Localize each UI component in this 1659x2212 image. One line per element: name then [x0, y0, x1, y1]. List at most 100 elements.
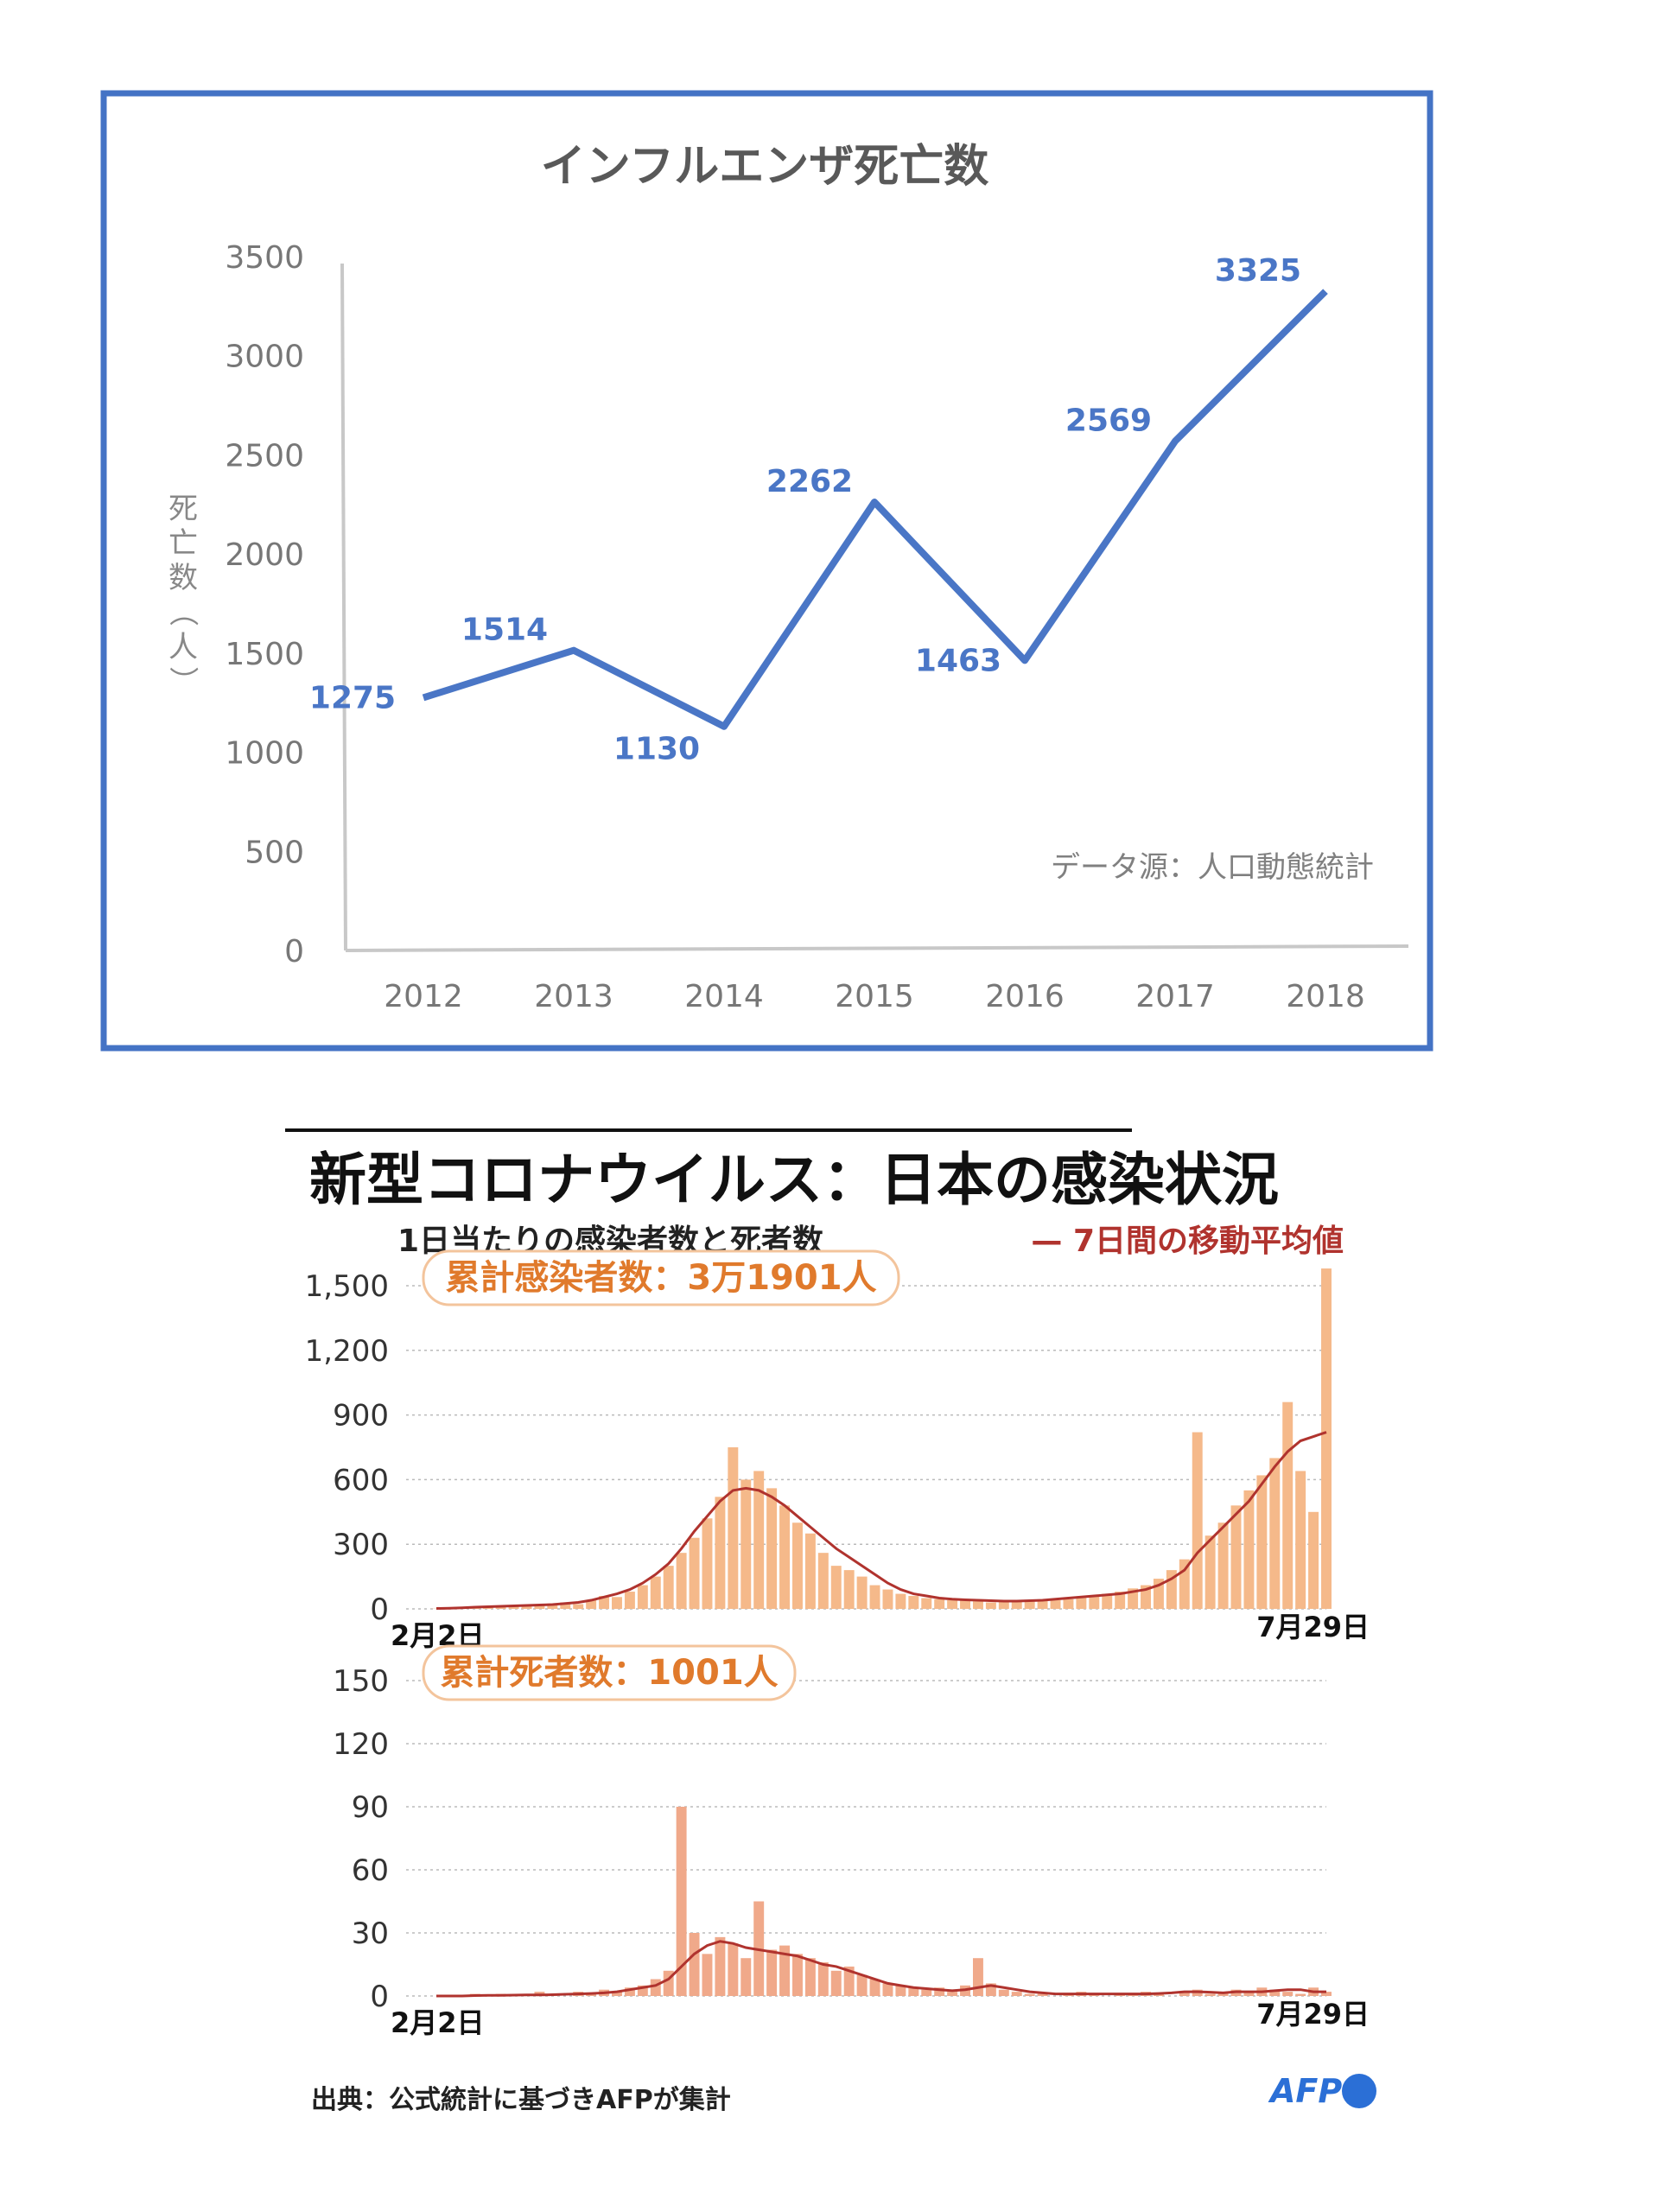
bar: [1141, 1585, 1151, 1609]
bar: [1295, 1993, 1306, 1996]
bar: [586, 1600, 597, 1609]
cumulative-badge: [422, 1644, 797, 1701]
y-axis-label: 死亡数（ 人）: [165, 492, 200, 696]
cumulative-badge-text: 累計感染者数：3万1901人: [445, 1258, 876, 1298]
bar: [1282, 1992, 1294, 1996]
source-credit: 出典：公式統計に基づきAFPが集計: [311, 2085, 731, 2115]
y-axis-label-char: ）: [165, 666, 200, 696]
moving-average-line: [436, 1940, 1326, 1998]
y-tick-label: 2000: [225, 537, 304, 573]
afp-logo-dot: [1342, 2074, 1376, 2108]
bar: [843, 1966, 855, 1996]
y-tick-label: 1000: [225, 736, 304, 772]
bar: [921, 1989, 932, 1996]
bar: [1153, 1993, 1164, 1996]
bar: [830, 1566, 842, 1609]
data-label: 2262: [766, 464, 853, 499]
bar: [689, 1537, 700, 1609]
bar: [766, 1949, 778, 1996]
x-end-label: 7月29日: [1256, 1998, 1370, 2031]
bar: [947, 1600, 958, 1609]
y-axis-line: [340, 263, 347, 951]
y-tick-label: 60: [352, 1853, 389, 1888]
y-tick-label: 0: [284, 934, 304, 969]
bar: [586, 1993, 597, 1996]
bar: [882, 1589, 893, 1609]
y-tick-label: 30: [352, 1916, 389, 1951]
bar: [715, 1936, 726, 1996]
bar: [1024, 1993, 1035, 1996]
bar: [1269, 1989, 1281, 1996]
bar: [1230, 1505, 1242, 1609]
data-label: 3325: [1215, 253, 1301, 289]
bar: [1179, 1559, 1190, 1609]
bar: [508, 1605, 519, 1609]
cumulative-badge-text: 累計死者数：1001人: [440, 1653, 778, 1693]
x-tick-label: 2013: [534, 979, 613, 1014]
bar: [676, 1553, 687, 1609]
bar: [1024, 1601, 1035, 1609]
data-label: 1514: [461, 613, 548, 648]
bar: [934, 1599, 945, 1609]
y-axis-label-char: 亡: [168, 526, 198, 561]
bar: [817, 1553, 829, 1609]
bar: [895, 1593, 906, 1609]
bar: [1192, 1432, 1203, 1609]
bar: [843, 1570, 855, 1609]
bar: [947, 1992, 958, 1996]
bar: [830, 1970, 842, 1996]
bar: [972, 1601, 983, 1609]
y-tick-label: 1500: [225, 637, 304, 672]
bar: [624, 1592, 635, 1609]
bar: [1179, 1992, 1190, 1996]
bar: [972, 1958, 983, 1996]
y-tick-label: 500: [245, 835, 304, 870]
y-tick-label: 90: [352, 1790, 389, 1825]
x-axis-line: [345, 944, 1409, 952]
bar: [998, 1602, 1009, 1609]
bar: [766, 1488, 778, 1609]
bar: [1205, 1993, 1216, 1996]
bar: [612, 1992, 622, 1996]
x-tick-label: 2014: [684, 979, 764, 1014]
y-tick-label: 1,200: [305, 1334, 389, 1369]
x-tick-label: 2015: [835, 979, 914, 1014]
bar: [1050, 1600, 1061, 1609]
bar: [998, 1989, 1009, 1996]
y-tick-label: 150: [333, 1664, 389, 1699]
bar: [1205, 1535, 1216, 1609]
bar: [985, 1602, 996, 1609]
bar: [676, 1807, 687, 1996]
y-tick-label: 0: [370, 1592, 389, 1627]
chart-title: インフルエンザ死亡数: [541, 141, 988, 193]
x-tick-labels: 2012 2013 2014 2015 2016 2017 2018: [384, 979, 1365, 1014]
bar: [1037, 1993, 1048, 1996]
x-tick-label: 2018: [1286, 979, 1365, 1014]
y-axis-label-char: （: [165, 597, 200, 626]
bar: [804, 1533, 816, 1609]
bar: [753, 1471, 765, 1609]
x-tick-label: 2016: [985, 979, 1065, 1014]
bar: [869, 1585, 880, 1609]
bar: [650, 1576, 661, 1609]
data-label: 1275: [309, 680, 396, 715]
y-axis-label-char: 数: [168, 561, 198, 595]
bar: [779, 1945, 791, 1996]
bar: [534, 1605, 545, 1609]
bar: [1217, 1522, 1229, 1609]
source-note: データ源：人口動態統計: [1051, 850, 1374, 885]
x-tick-label: 2017: [1135, 979, 1215, 1014]
bar: [663, 1566, 674, 1609]
bar: [1102, 1593, 1113, 1609]
bar: [637, 1985, 648, 1996]
bar: [1115, 1592, 1126, 1609]
bar: [985, 1983, 996, 1996]
bar: [1321, 1268, 1332, 1609]
bar: [650, 1979, 661, 1996]
bar: [1037, 1600, 1048, 1609]
data-label: 1463: [915, 643, 1001, 678]
bar: [869, 1979, 880, 1996]
covid-title: 新型コロナウイルス：日本の感染状況: [309, 1147, 1279, 1213]
y-tick-labels: 0 500 1000 1500 2000 2500 3000 3500: [225, 240, 304, 969]
y-tick-label: 900: [333, 1399, 389, 1433]
